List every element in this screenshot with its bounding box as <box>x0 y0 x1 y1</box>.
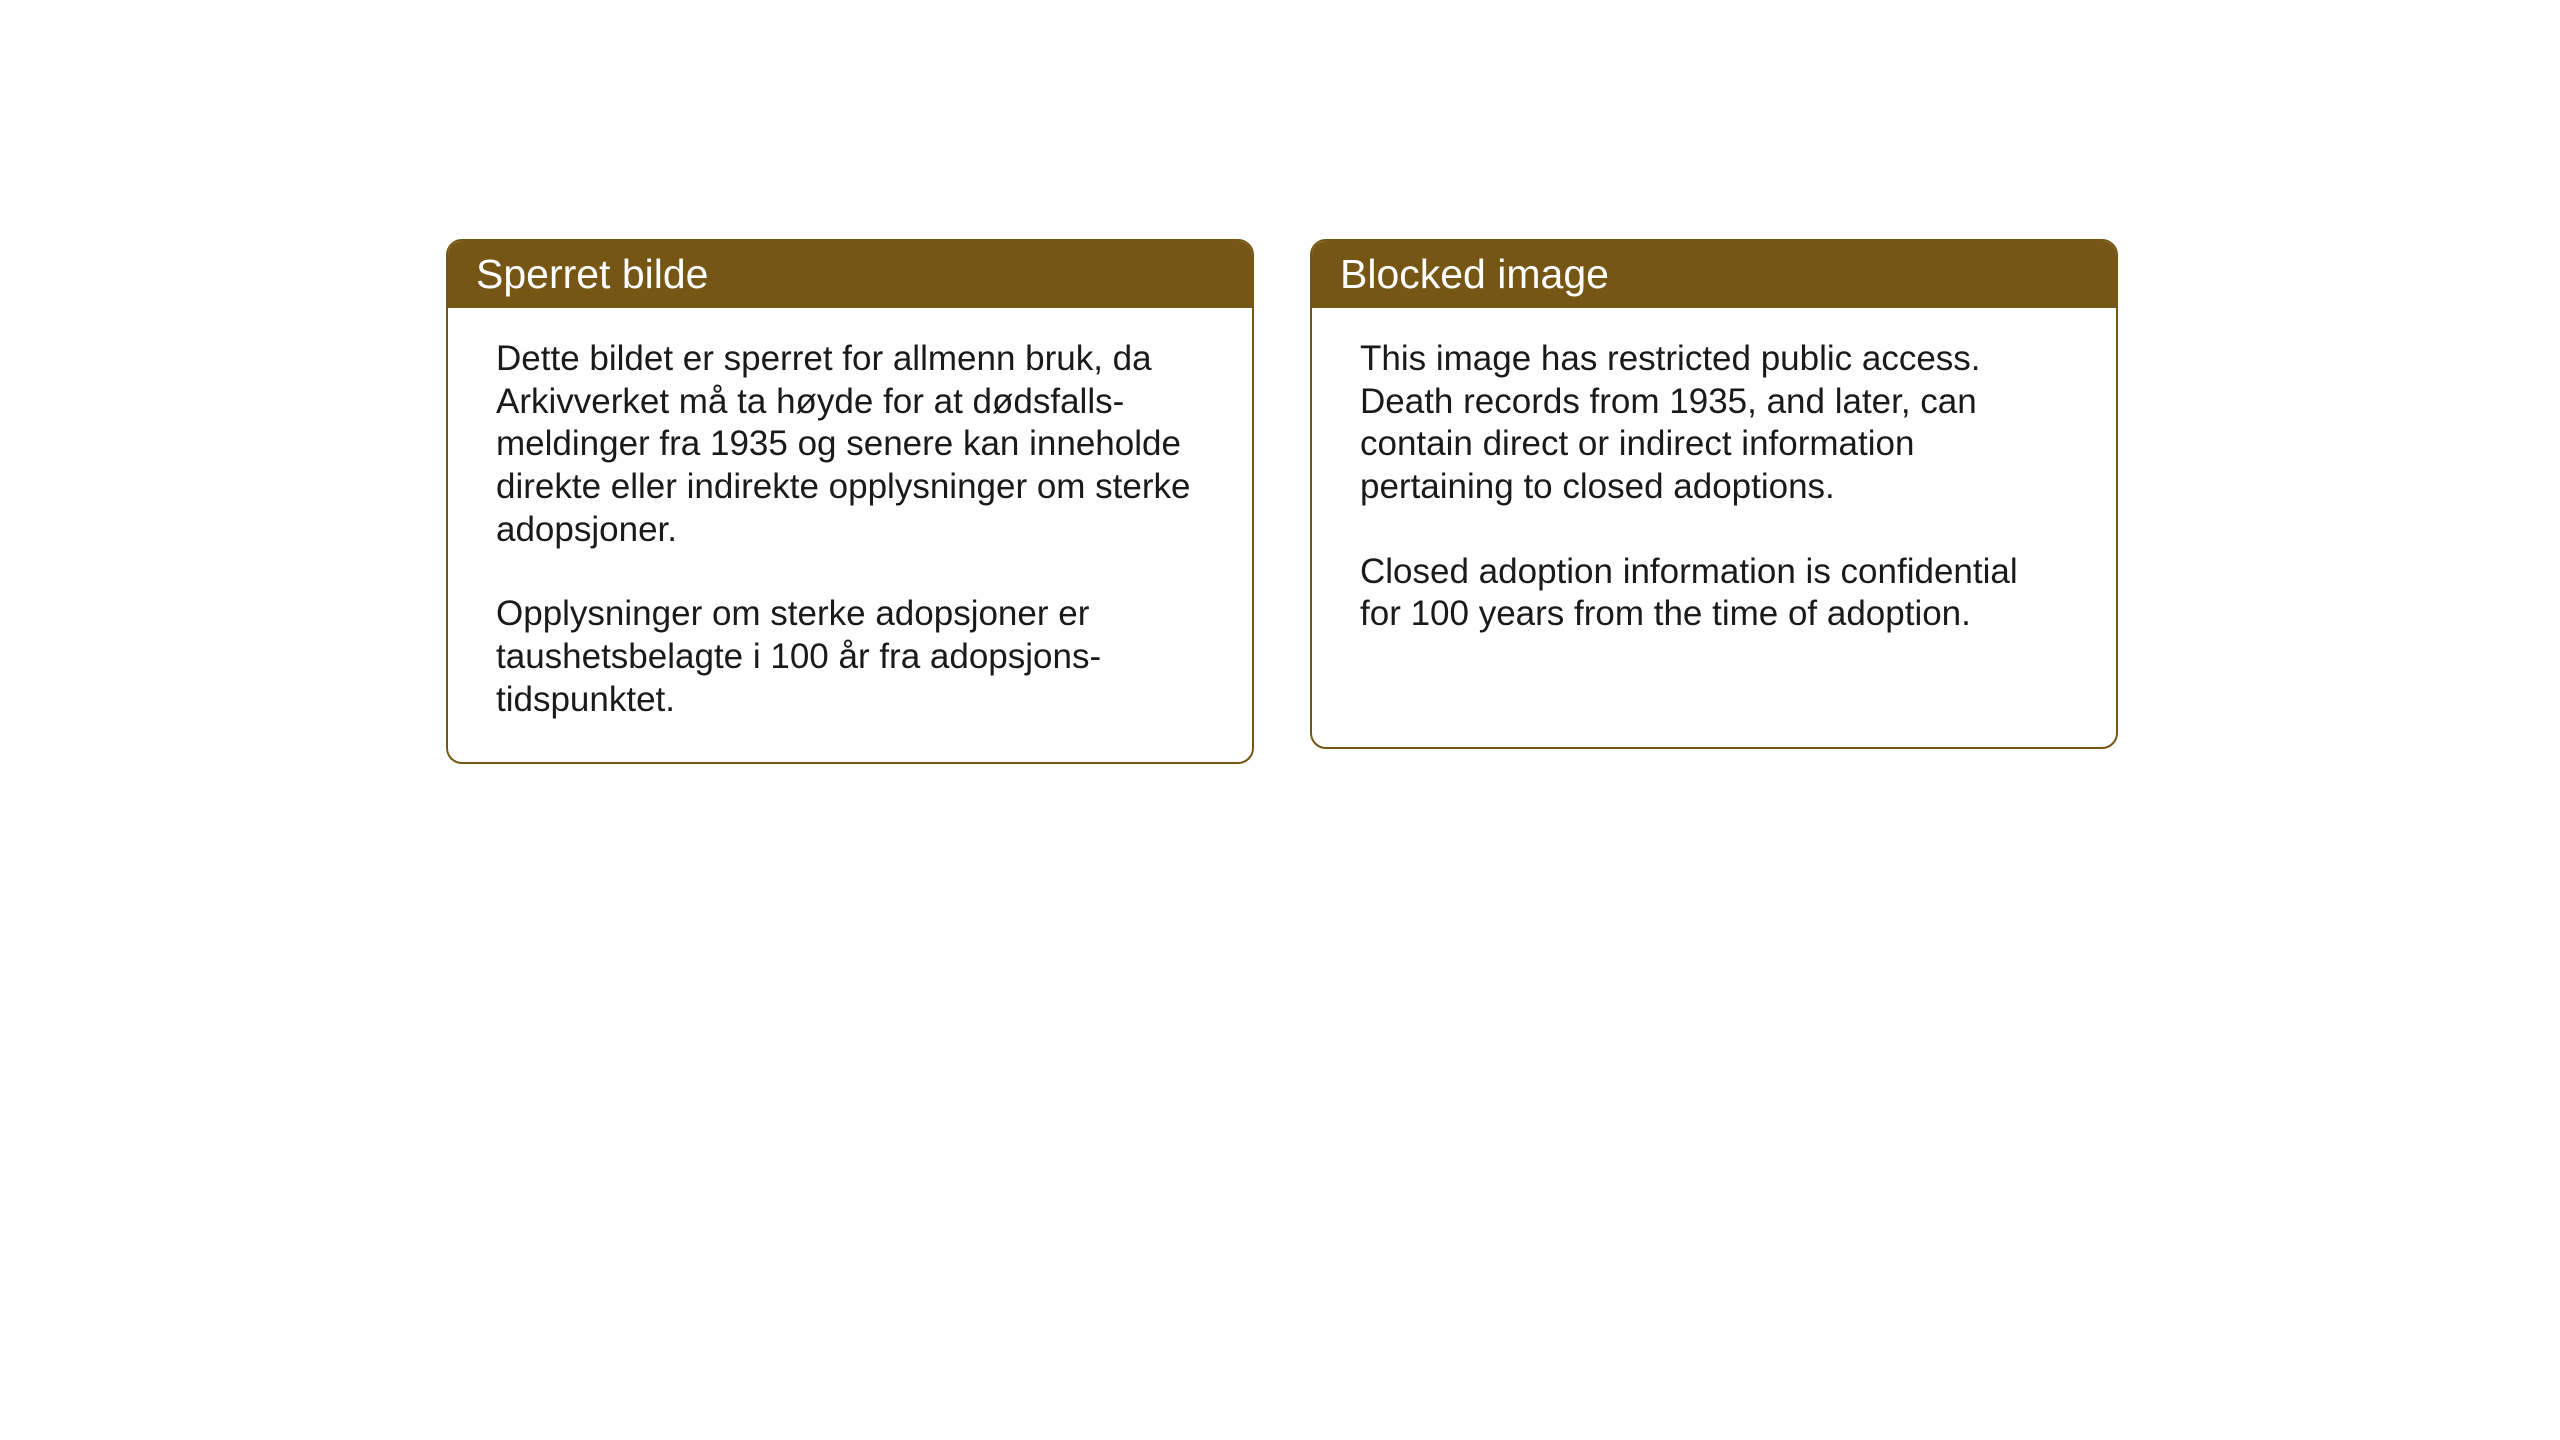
card-title-norwegian: Sperret bilde <box>476 251 708 297</box>
card-title-english: Blocked image <box>1340 251 1609 297</box>
card-body-english: This image has restricted public access.… <box>1312 308 2116 676</box>
card-paragraph-1-english: This image has restricted public access.… <box>1360 338 2068 509</box>
notice-container: Sperret bilde Dette bildet er sperret fo… <box>446 239 2118 764</box>
card-header-norwegian: Sperret bilde <box>448 241 1252 308</box>
notice-card-norwegian: Sperret bilde Dette bildet er sperret fo… <box>446 239 1254 764</box>
card-paragraph-1-norwegian: Dette bildet er sperret for allmenn bruk… <box>496 338 1204 551</box>
card-paragraph-2-english: Closed adoption information is confident… <box>1360 551 2068 636</box>
card-header-english: Blocked image <box>1312 241 2116 308</box>
notice-card-english: Blocked image This image has restricted … <box>1310 239 2118 749</box>
card-paragraph-2-norwegian: Opplysninger om sterke adopsjoner er tau… <box>496 593 1204 721</box>
card-body-norwegian: Dette bildet er sperret for allmenn bruk… <box>448 308 1252 762</box>
